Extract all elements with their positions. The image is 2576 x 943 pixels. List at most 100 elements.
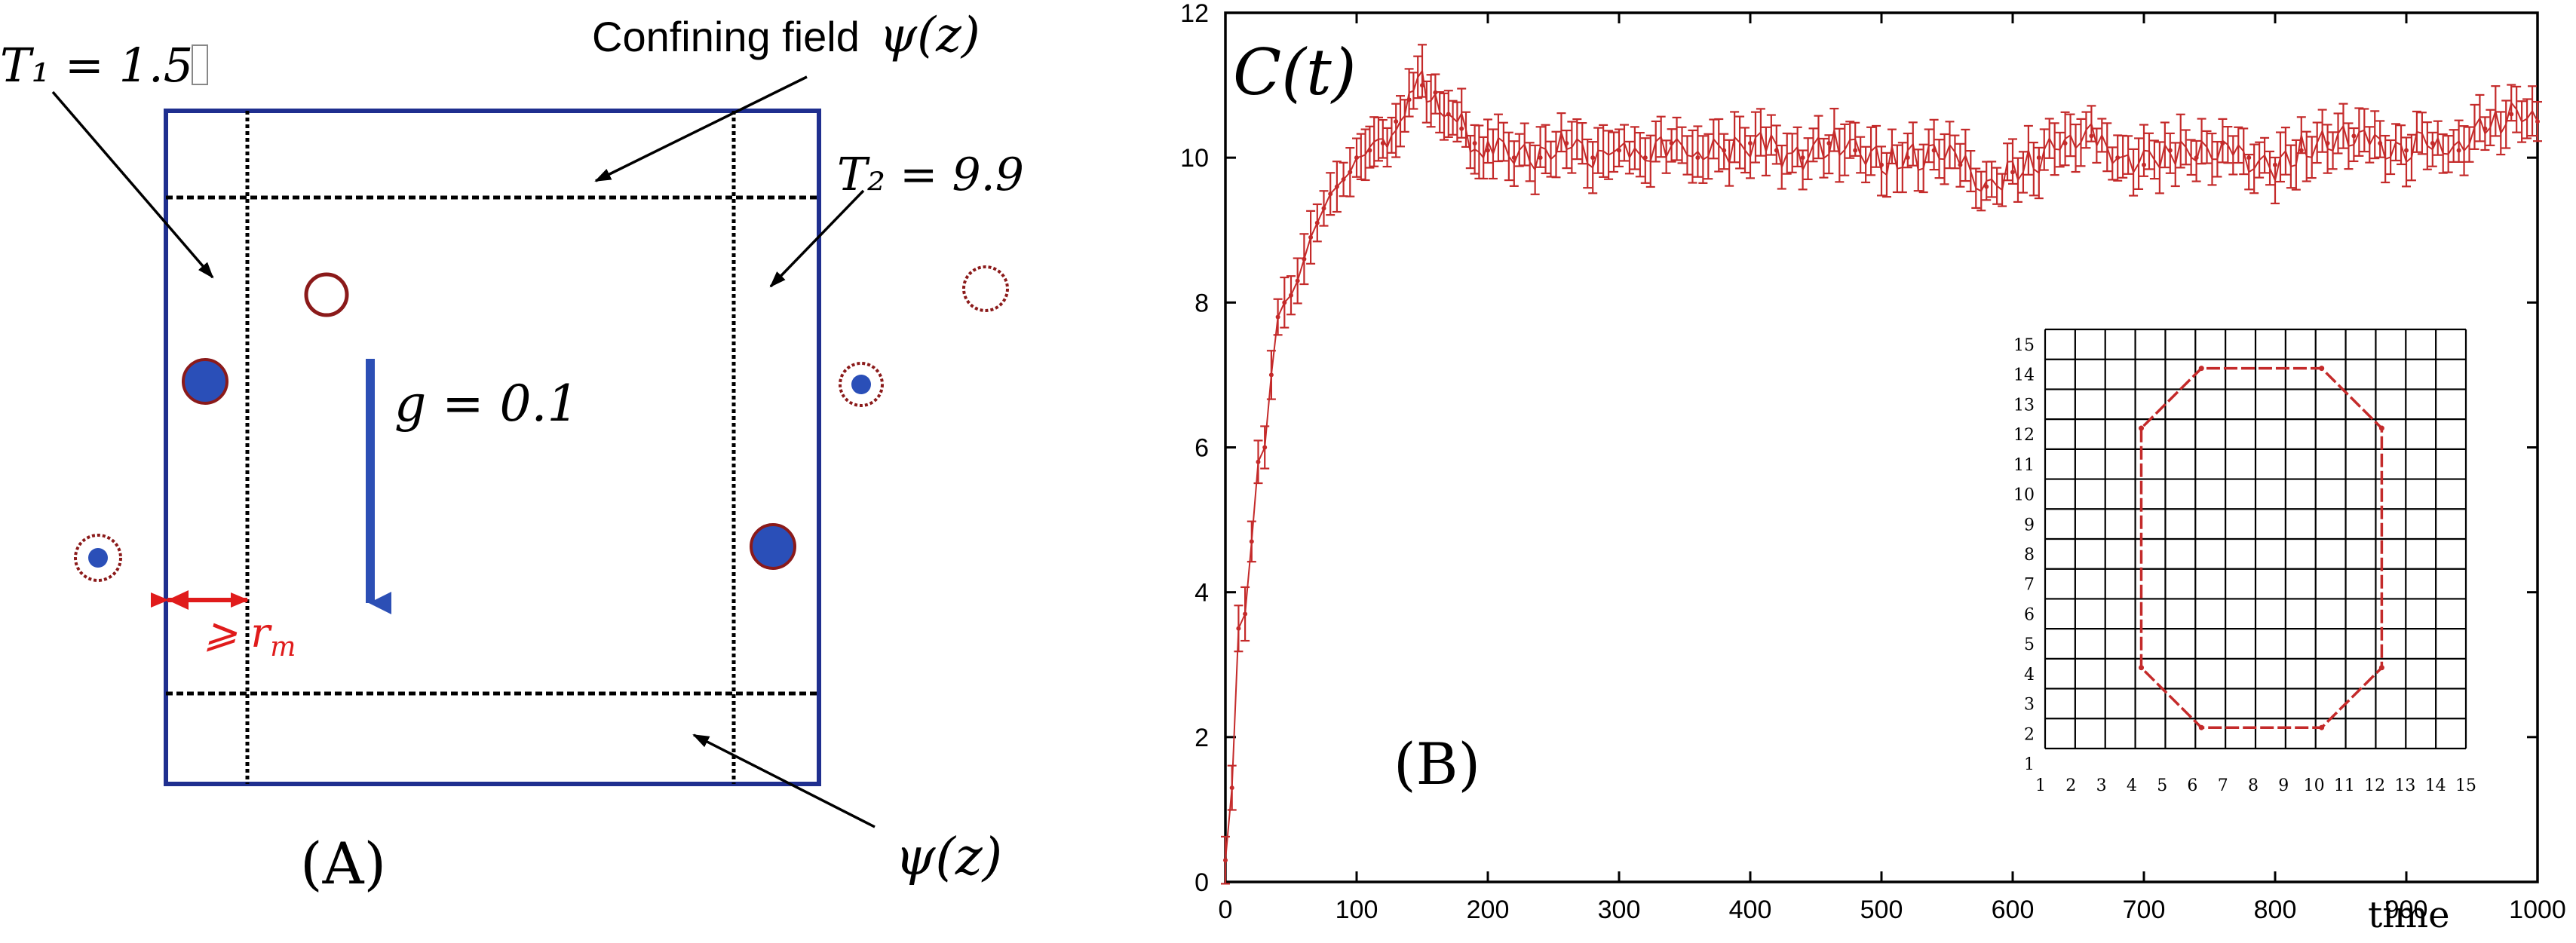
data-point [2456,148,2461,153]
particle-filled [182,358,228,405]
inset-y-tick-label: 11 [2013,456,2035,475]
inset-y-tick-label: 5 [2024,635,2035,654]
inset-ticks: 1 2 3 4 5 6 7 8 9 10 11 12 13 14 151234567891011121314… [2013,336,2476,795]
data-point [1800,155,1805,161]
inset-y-tick-label: 15 [2013,336,2035,355]
panel-a-label: (A) [300,830,386,897]
inset-y-tick-label: 2 [2024,725,2035,744]
inset-vertex [2198,724,2204,730]
data-point [2010,170,2015,175]
inset-vertex [2139,425,2145,431]
data-point [1774,148,1779,153]
data-point [1826,140,1832,145]
data-point [2482,126,2488,131]
data-point [2062,140,2068,145]
data-point [1642,155,1648,161]
y-tick-label: 0 [1194,868,1209,897]
inset-vertex [2378,665,2384,671]
confining-pointer-arrow [594,75,808,182]
image-particle-left [74,534,122,582]
inset-y-tick-label: 14 [2013,366,2035,385]
inset-x-tick-label: 1 [2035,776,2046,795]
inset-path [2139,366,2384,730]
data-point [1282,300,1287,305]
data-point [2246,155,2252,161]
y-tick-label: 6 [1194,434,1209,463]
inset-vertex [2319,724,2325,730]
data-point [1958,162,1963,167]
main-series [1221,44,2542,885]
t1-label: T₁ = 1.5 [0,38,193,93]
data-point [2430,140,2435,145]
data-point [1538,155,1543,161]
y-tick-label: 4 [1194,579,1209,608]
data-point [1314,220,1320,225]
inset-x-tick-label: 3 [2096,776,2107,795]
data-point [2351,133,2357,139]
inset-vertex [2139,665,2145,671]
x-tick-label: 200 [1467,896,1510,924]
inset-chart: 1 2 3 4 5 6 7 8 9 10 11 12 13 14 151234567891011121314… [2012,320,2502,798]
inset-x-tick-label: 8 [2248,776,2259,795]
x-tick-label: 1000 [2509,896,2566,924]
inset-vertex [2378,425,2384,431]
data-point [2167,148,2173,153]
x-tick-label: 800 [2254,896,2297,924]
image-particle-hollow [962,265,1009,312]
y-tick-label: 8 [1194,289,1209,317]
data-point [1446,112,1451,117]
x-tick-label: 600 [1992,896,2035,924]
data-point [1472,140,1477,145]
panel-b: 0 100 200 300 400 500 600 700 800 900 1000 0 2 4 6 8 10 1… [1180,0,2566,936]
data-point [1243,611,1248,617]
data-point [1262,445,1268,450]
data-point [2089,133,2094,139]
data-point [2220,140,2225,145]
inset-y-tick-label: 12 [2013,426,2035,445]
data-point [1931,148,1937,153]
data-point [1394,119,1399,124]
x-tick-label: 400 [1729,896,1772,924]
data-point [2142,162,2146,167]
data-point [1695,155,1700,161]
rm-label: ⩾ rm [204,609,296,663]
data-point [2378,140,2383,145]
t1-glyph-artifact [192,44,208,85]
x-tick-label: 900 [2385,896,2428,924]
inset-y-tick-label: 3 [2024,696,2035,715]
inset-y-tick-label: 9 [2024,516,2035,534]
inset-y-tick-label: 1 [2024,755,2035,774]
data-point [1420,83,1424,88]
inset-x-tick-label: 5 [2157,776,2167,795]
inset-x-tick-label: 13 [2394,776,2415,795]
inset-y-tick-label: 6 [2024,605,2035,624]
inset-x-tick-label: 9 [2278,776,2289,795]
inset-y-tick-label: 13 [2013,396,2035,415]
rm-arrow-left-head [167,590,189,610]
data-point [2115,155,2121,161]
inset-vertex [2319,366,2325,372]
inset-y-tick-label: 4 [2024,666,2035,684]
inset-x-tick-label: 14 [2425,776,2446,795]
x-tick-label: 100 [1336,896,1378,924]
panel-b-label: (B) [1394,730,1480,798]
image-particle-right [839,362,884,407]
data-point [2298,148,2304,153]
data-point [1256,459,1261,464]
data-point [2194,155,2199,161]
data-point [1486,148,1490,153]
data-point [1321,206,1326,211]
inset-y-tick-label: 7 [2024,576,2035,595]
data-point [1302,256,1307,262]
data-point [1275,314,1280,320]
data-point [1590,155,1596,161]
x-tick-label: 0 [1219,896,1233,924]
inset-x-tick-label: 6 [2187,776,2197,795]
data-point [2535,119,2540,124]
data-point [1406,97,1412,103]
g-label: g = 0.1 [394,375,578,433]
data-point [1289,292,1293,298]
panel-a: T₁ = 1.5 Confining field ψ(z) T₂ = 9.9 g… [0,8,1024,897]
inset-vertex [2198,366,2204,372]
